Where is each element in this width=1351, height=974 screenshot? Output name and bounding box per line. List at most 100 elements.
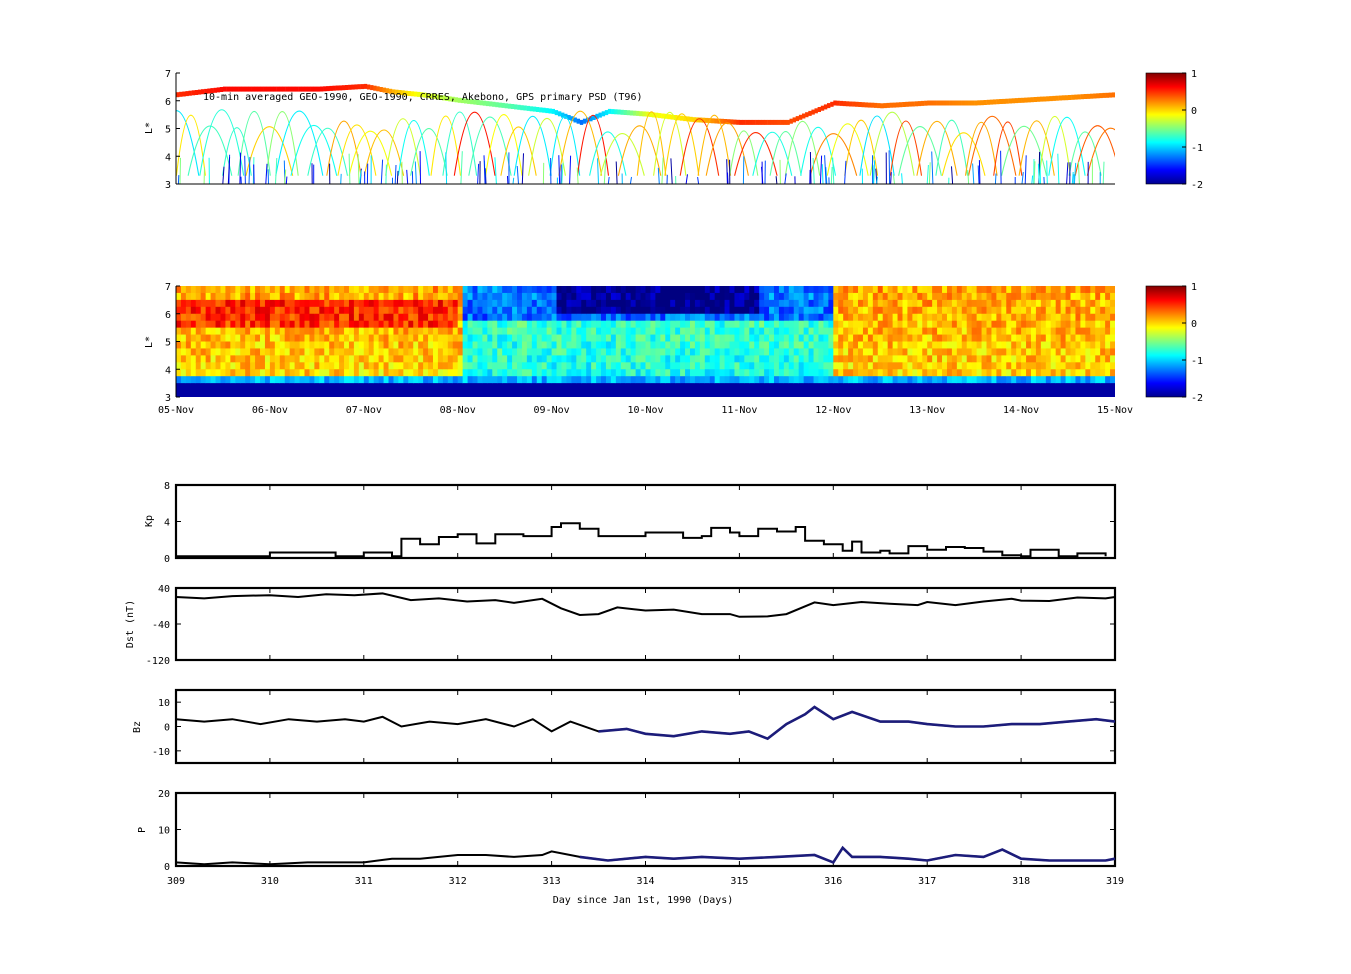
heatmap-cell xyxy=(1011,286,1017,294)
heatmap-cell xyxy=(1095,327,1101,336)
heatmap-cell xyxy=(981,390,988,397)
heatmap-cell xyxy=(788,313,795,322)
heatmap-cell xyxy=(368,362,375,370)
heatmap-cell xyxy=(339,355,345,363)
heatmap-cell xyxy=(437,292,444,301)
heatmap-cell xyxy=(1100,390,1106,397)
heatmap-cell xyxy=(783,355,790,363)
heatmap-cell xyxy=(205,348,212,356)
heatmap-cell xyxy=(1065,286,1072,294)
heatmap-cell xyxy=(704,306,711,315)
x-tick-label: 318 xyxy=(1012,876,1030,887)
heatmap-cell xyxy=(1021,348,1027,356)
heatmap-cell xyxy=(764,286,770,294)
heatmap-cell xyxy=(432,292,439,301)
heatmap-cell xyxy=(961,369,968,377)
heatmap-cell xyxy=(991,376,997,384)
heatmap-cell xyxy=(428,369,434,377)
heatmap-cell xyxy=(818,334,825,343)
heatmap-cell xyxy=(823,299,829,308)
heatmap-cell xyxy=(635,299,642,308)
heatmap-cell xyxy=(986,348,993,356)
heatmap-cell xyxy=(818,341,825,350)
heatmap-cell xyxy=(512,320,518,329)
heatmap-cell xyxy=(289,292,296,301)
geo-track-mark xyxy=(510,104,515,109)
heatmap-cell xyxy=(225,313,231,322)
heatmap-cell xyxy=(284,383,291,391)
heatmap-cell xyxy=(1060,348,1067,356)
heatmap-cell xyxy=(759,327,765,336)
heatmap-cell xyxy=(848,390,854,397)
heatmap-cell xyxy=(1090,383,1096,391)
heatmap-cell xyxy=(635,292,642,301)
heatmap-cell xyxy=(269,355,276,363)
heatmap-cell xyxy=(858,362,864,370)
heatmap-cell xyxy=(561,334,568,343)
geo-track-mark xyxy=(482,100,487,106)
heatmap-cell xyxy=(279,369,286,377)
heatmap-cell xyxy=(655,369,661,377)
heatmap-cell xyxy=(373,334,380,343)
heatmap-cell xyxy=(363,376,370,384)
heatmap-cell xyxy=(1110,313,1115,322)
heatmap-cell xyxy=(1035,292,1042,301)
heatmap-cell xyxy=(195,292,202,301)
heatmap-cell xyxy=(808,306,815,315)
geo-track-mark xyxy=(366,84,371,90)
orbit-segment xyxy=(484,168,487,184)
heatmap-cell xyxy=(566,376,572,384)
heatmap-cell xyxy=(709,292,716,301)
heatmap-cell xyxy=(1095,292,1101,301)
orbit-segment xyxy=(890,172,892,184)
heatmap-cell xyxy=(887,292,894,301)
orbit-segment xyxy=(1024,155,1027,184)
heatmap-cell xyxy=(724,390,731,397)
heatmap-cell xyxy=(269,327,276,336)
heatmap-cell xyxy=(605,362,612,370)
heatmap-cell xyxy=(546,320,553,329)
orbit-pass xyxy=(187,125,233,176)
geo-track-mark xyxy=(986,99,991,105)
heatmap-cell xyxy=(862,313,869,322)
heatmap-cell xyxy=(744,286,750,294)
heatmap-cell xyxy=(240,313,246,322)
heatmap-cell xyxy=(823,327,829,336)
heatmap-cell xyxy=(685,341,691,350)
heatmap-cell xyxy=(581,362,587,370)
heatmap-cell xyxy=(1030,334,1037,343)
heatmap-cell xyxy=(605,299,612,308)
heatmap-cell xyxy=(1070,348,1077,356)
heatmap-cell xyxy=(1016,383,1022,391)
heatmap-cell xyxy=(981,348,988,356)
heatmap-cell xyxy=(304,292,311,301)
panel4-ylabel: Dst (nT) xyxy=(125,600,136,648)
geo-track-mark xyxy=(939,100,944,106)
heatmap-cell xyxy=(477,320,484,329)
orbit-pass xyxy=(549,116,581,176)
heatmap-cell xyxy=(882,286,889,294)
heatmap-cell xyxy=(996,390,1002,397)
heatmap-cell xyxy=(353,320,360,329)
geo-track-mark xyxy=(1093,93,1097,99)
heatmap-cell xyxy=(245,320,251,329)
heatmap-cell xyxy=(729,362,736,370)
heatmap-cell xyxy=(334,355,340,363)
heatmap-cell xyxy=(788,362,795,370)
heatmap-cell xyxy=(729,286,736,294)
heatmap-cell xyxy=(892,355,899,363)
heatmap-cell xyxy=(704,341,711,350)
heatmap-cell xyxy=(556,313,563,322)
heatmap-cell xyxy=(586,299,592,308)
heatmap-cell xyxy=(442,383,449,391)
heatmap-cell xyxy=(996,362,1002,370)
heatmap-cell xyxy=(917,348,923,356)
heatmap-cell xyxy=(521,348,528,356)
heatmap-cell xyxy=(759,299,765,308)
heatmap-cell xyxy=(551,362,558,370)
heatmap-cell xyxy=(882,299,889,308)
heatmap-cell xyxy=(843,286,849,294)
heatmap-cell xyxy=(423,369,429,377)
heatmap-cell xyxy=(892,334,899,343)
geo-track-mark xyxy=(899,102,903,108)
